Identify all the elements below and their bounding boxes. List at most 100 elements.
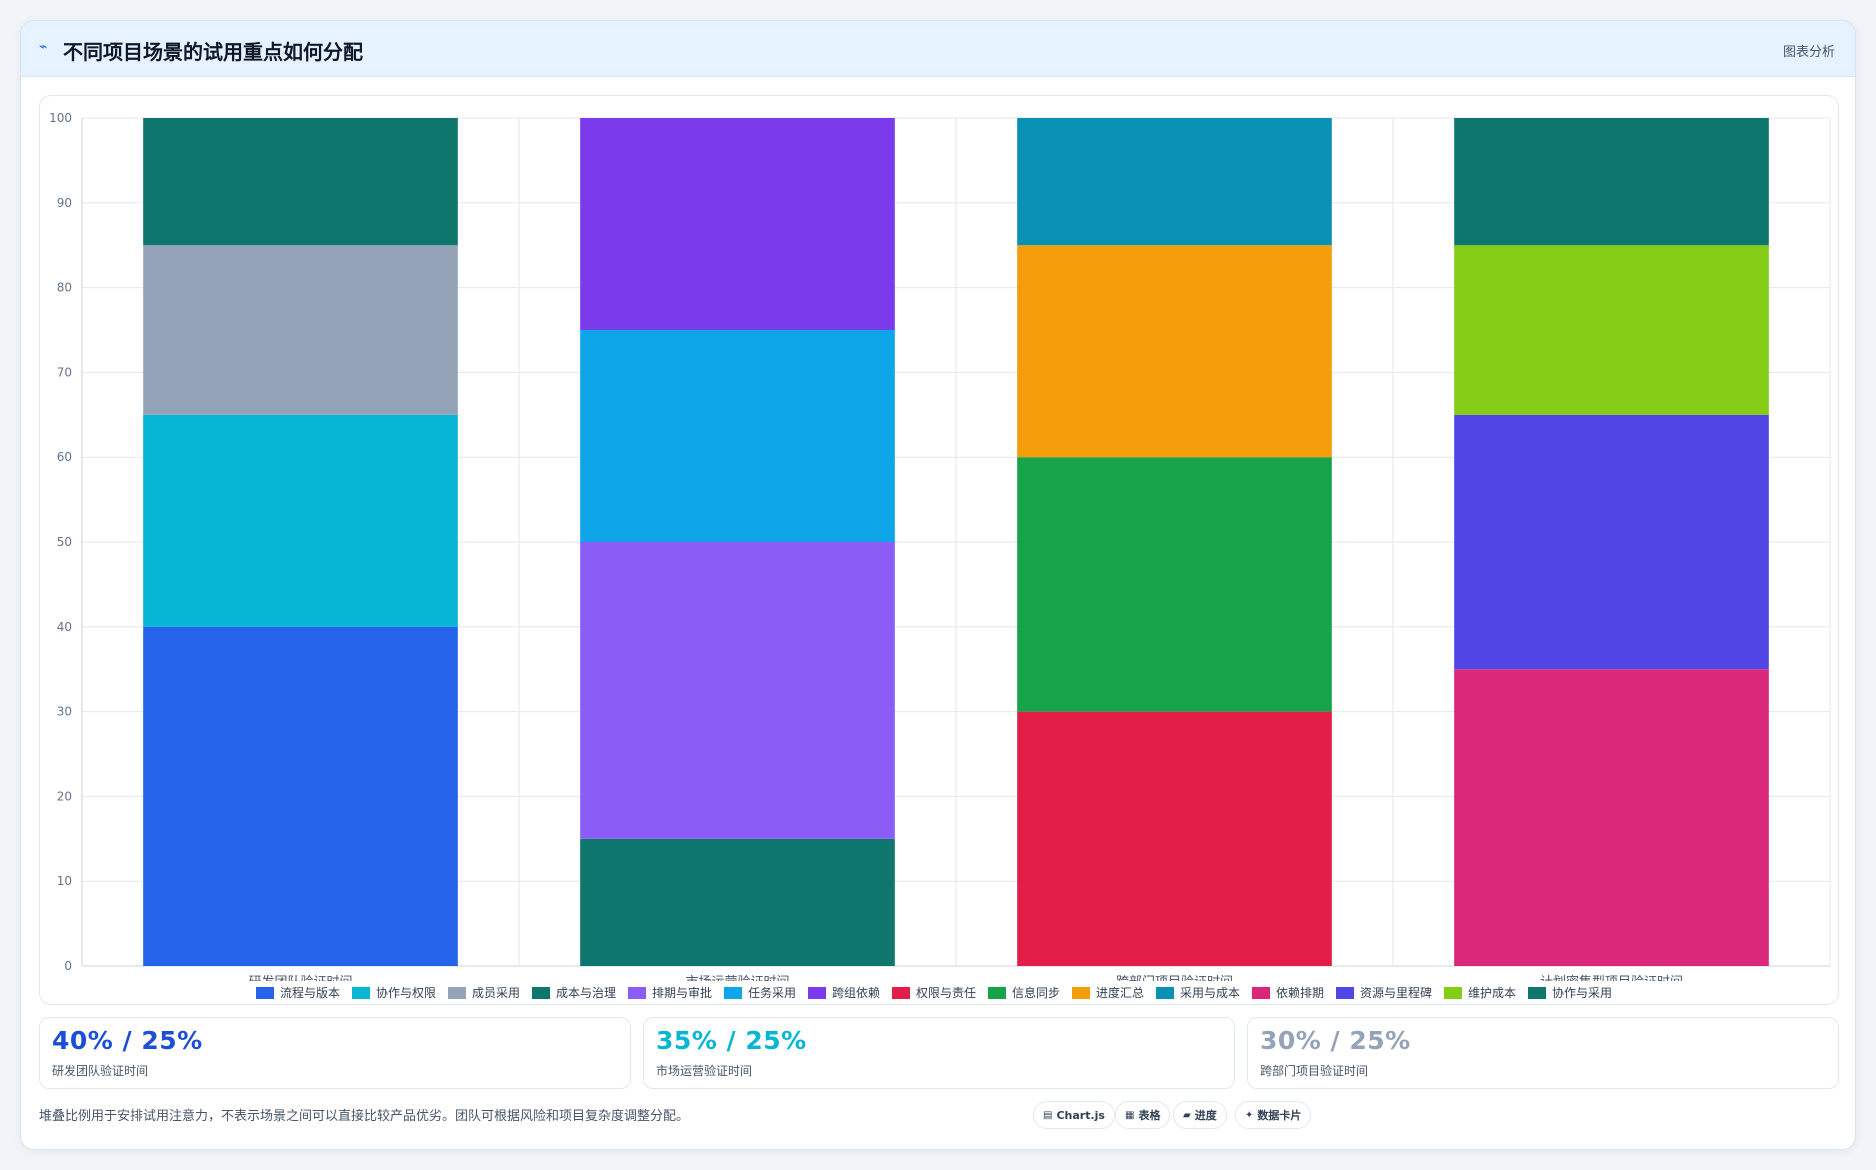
legend-swatch	[532, 986, 550, 999]
bar-segment	[143, 626, 458, 966]
x-tick-label: 计划密集型项目验证时间	[1540, 974, 1683, 981]
y-tick-label: 70	[57, 365, 72, 379]
stat-card-cross-dept: 30% / 25% 跨部门项目验证时间	[1247, 1017, 1839, 1089]
legend-item[interactable]: 任务采用	[724, 984, 796, 1001]
bar-segment	[580, 542, 895, 839]
chartjs-pill[interactable]: ▤ Chart.js	[1033, 1101, 1115, 1129]
data-card-pill[interactable]: ✦ 数据卡片	[1235, 1101, 1312, 1129]
legend-label: 进度汇总	[1096, 986, 1145, 1000]
stat-card-rd: 40% / 25% 研发团队验证时间	[39, 1017, 631, 1089]
bar-segment	[580, 838, 895, 966]
legend-item[interactable]: 资源与里程碑	[1336, 984, 1432, 1001]
legend-item[interactable]: 依赖排期	[1252, 984, 1324, 1001]
bar-segment	[143, 118, 458, 246]
legend-swatch	[1528, 986, 1546, 999]
legend-item[interactable]: 跨组依赖	[808, 984, 880, 1001]
bar-segment	[1017, 245, 1332, 458]
y-tick-label: 20	[57, 789, 72, 803]
table-icon: ▦	[1125, 1109, 1135, 1121]
legend-label: 任务采用	[748, 986, 797, 1000]
legend-swatch	[1156, 986, 1174, 999]
legend-swatch	[1336, 986, 1354, 999]
legend-swatch	[352, 986, 370, 999]
legend-swatch	[628, 986, 646, 999]
pill-label: 表格	[1138, 1109, 1161, 1122]
chart-legend: 流程与版本 协作与权限 成员采用 成本与治理 排期与审批 任务采用 跨组依赖 权限与责任 信息同…	[40, 984, 1840, 1006]
table-pill[interactable]: ▦ 表格	[1115, 1101, 1171, 1129]
bar-segment	[1017, 457, 1332, 712]
legend-item[interactable]: 协作与采用	[1528, 984, 1612, 1001]
y-tick-label: 90	[57, 196, 72, 210]
legend-label: 跨组依赖	[832, 986, 881, 1000]
bar-segment	[1017, 118, 1332, 246]
legend-swatch	[808, 986, 826, 999]
header-tag[interactable]: 图表分析	[1782, 45, 1835, 60]
legend-label: 权限与责任	[916, 986, 977, 1000]
stat-value: 35% / 25%	[656, 1026, 807, 1055]
stat-label: 市场运营验证时间	[656, 1064, 753, 1078]
legend-swatch	[1252, 986, 1270, 999]
pill-label: 数据卡片	[1257, 1109, 1302, 1122]
chart-icon: ▤	[1043, 1109, 1053, 1121]
x-tick-label: 跨部门项目验证时间	[1116, 974, 1233, 981]
chart-panel: ⌁ 不同项目场景的试用重点如何分配 图表分析 0 10 20 30 40 50 60 70 80…	[20, 20, 1856, 1150]
y-tick-label: 30	[57, 705, 72, 719]
legend-item[interactable]: 协作与权限	[352, 984, 436, 1001]
bar-segment	[580, 330, 895, 542]
stat-value: 30% / 25%	[1260, 1026, 1411, 1055]
y-tick-label: 60	[57, 450, 72, 464]
x-tick-label: 市场运营验证时间	[685, 974, 789, 981]
progress-pill[interactable]: ▰ 进度	[1173, 1101, 1227, 1129]
legend-label: 信息同步	[1012, 986, 1061, 1000]
legend-item[interactable]: 流程与版本	[256, 984, 340, 1001]
legend-item[interactable]: 采用与成本	[1156, 984, 1240, 1001]
bar-segment	[1454, 669, 1769, 966]
legend-swatch	[256, 986, 274, 999]
panel-title: 不同项目场景的试用重点如何分配	[63, 40, 363, 64]
chart-card: 0 10 20 30 40 50 60 70 80 90 100 研发团队验证时间 市场运营验证时间 跨部…	[39, 95, 1839, 1005]
pill-label: 进度	[1194, 1109, 1217, 1122]
legend-label: 排期与审批	[652, 986, 713, 1000]
legend-item[interactable]: 成本与治理	[532, 984, 616, 1001]
stat-label: 研发团队验证时间	[52, 1064, 149, 1078]
legend-label: 维护成本	[1468, 986, 1517, 1000]
legend-swatch	[892, 986, 910, 999]
legend-item[interactable]: 进度汇总	[1072, 984, 1144, 1001]
legend-swatch	[1072, 986, 1090, 999]
legend-item[interactable]: 维护成本	[1444, 984, 1516, 1001]
bar-segment	[1017, 711, 1332, 966]
pill-label: Chart.js	[1056, 1108, 1105, 1122]
sparkle-icon: ✦	[1245, 1109, 1254, 1121]
y-tick-label: 80	[57, 281, 72, 295]
progress-icon: ▰	[1183, 1109, 1191, 1121]
legend-item[interactable]: 成员采用	[448, 984, 520, 1001]
legend-label: 协作与采用	[1552, 986, 1613, 1000]
legend-item[interactable]: 排期与审批	[628, 984, 712, 1001]
y-tick-label: 0	[64, 959, 72, 973]
legend-label: 成本与治理	[556, 986, 617, 1000]
x-tick-label: 研发团队验证时间	[248, 974, 352, 981]
y-tick-label: 100	[49, 111, 72, 125]
y-tick-label: 10	[57, 874, 72, 888]
legend-swatch	[724, 986, 742, 999]
legend-item[interactable]: 权限与责任	[892, 984, 976, 1001]
stat-label: 跨部门项目验证时间	[1260, 1064, 1369, 1078]
stat-card-marketing: 35% / 25% 市场运营验证时间	[643, 1017, 1235, 1089]
legend-label: 采用与成本	[1180, 986, 1241, 1000]
legend-swatch	[1444, 986, 1462, 999]
legend-label: 协作与权限	[376, 986, 437, 1000]
bar-segment	[143, 414, 458, 627]
bar-segment	[580, 118, 895, 330]
stat-value: 40% / 25%	[52, 1026, 203, 1055]
y-tick-label: 50	[57, 535, 72, 549]
legend-label: 流程与版本	[280, 986, 341, 1000]
legend-label: 依赖排期	[1276, 986, 1325, 1000]
legend-label: 成员采用	[472, 986, 521, 1000]
legend-item[interactable]: 信息同步	[988, 984, 1060, 1001]
legend-label: 资源与里程碑	[1360, 986, 1433, 1000]
legend-swatch	[448, 986, 466, 999]
bar-segment	[143, 245, 458, 415]
y-tick-label: 40	[57, 620, 72, 634]
chart-line-icon: ⌁	[39, 39, 48, 55]
bar-segment	[1454, 414, 1769, 670]
